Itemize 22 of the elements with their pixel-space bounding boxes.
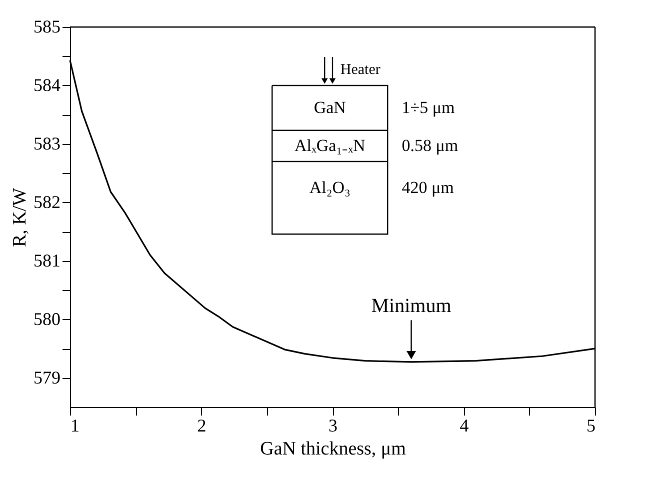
y-tick-label: 583 bbox=[34, 133, 60, 154]
y-tick-label: 580 bbox=[34, 308, 60, 329]
y-tick-label: 584 bbox=[34, 74, 60, 95]
annotation: Minimum bbox=[371, 295, 452, 318]
annotation: GaN bbox=[314, 98, 346, 117]
x-tick-label: 1 bbox=[70, 416, 80, 436]
x-tick-label: 2 bbox=[197, 416, 206, 436]
x-tick-label: 5 bbox=[586, 416, 596, 436]
x-axis-title: GaN thickness, μm bbox=[260, 438, 406, 460]
annotation: 420 μm bbox=[402, 178, 454, 198]
annotation: 0.58 μm bbox=[402, 136, 458, 155]
y-tick-label: 581 bbox=[34, 250, 60, 270]
x-tick-label: 3 bbox=[328, 416, 338, 436]
y-tick-label: 585 bbox=[34, 16, 60, 36]
y-axis-title: R, K/W bbox=[10, 188, 30, 248]
x-tick-label: 4 bbox=[460, 416, 469, 436]
y-tick-label: 582 bbox=[34, 192, 60, 212]
annotation: AlₓGa₁₋ₓN bbox=[294, 136, 366, 155]
annotation: 1÷5 μm bbox=[402, 98, 455, 117]
y-tick-label: 579 bbox=[34, 367, 60, 388]
annotation: Heater bbox=[340, 62, 380, 78]
annotation: Al₂O₃ bbox=[309, 178, 351, 198]
